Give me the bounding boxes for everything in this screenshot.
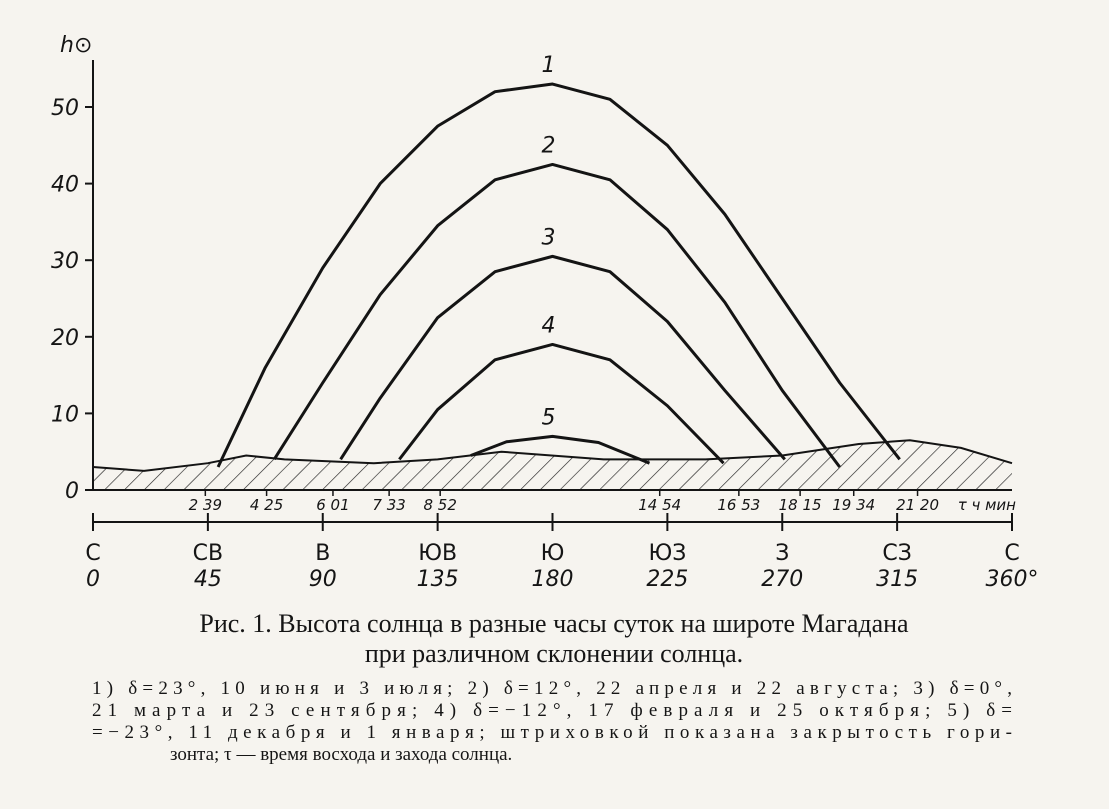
- curve-label: 3: [542, 225, 556, 250]
- curve-label: 4: [542, 313, 556, 338]
- curve: [216, 82, 901, 468]
- x-tick-label: 270: [761, 567, 803, 592]
- horizon-area: [93, 440, 1012, 490]
- y-tick-label: 10: [51, 402, 79, 427]
- time-label: 7 33: [372, 496, 405, 514]
- y-axis-label: h⊙: [60, 33, 92, 58]
- time-label: 14 54: [638, 496, 681, 514]
- curve: [272, 162, 841, 468]
- caption-title: при различном склонении солнца.: [365, 639, 743, 668]
- x-tick-direction: С: [85, 541, 100, 566]
- caption-note: 1) δ=23°, 10 июня и 3 июля; 2) δ=12°, 22…: [92, 678, 1012, 699]
- x-tick-label: 315: [876, 567, 918, 592]
- x-tick-label: 225: [646, 567, 688, 592]
- x-tick-direction: З: [775, 541, 789, 566]
- curve: [339, 254, 786, 461]
- time-label: 21 20: [896, 496, 939, 514]
- x-tick-direction: С: [1004, 541, 1019, 566]
- caption-note: 21 марта и 23 сентября; 4) δ=−12°, 17 фе…: [92, 700, 1012, 721]
- x-tick-label: 0: [86, 567, 100, 592]
- curve-label: 2: [542, 133, 556, 158]
- x-tick-label: 180: [532, 567, 574, 592]
- x-tick-direction: ЮВ: [418, 541, 457, 566]
- time-label: 19 34: [832, 496, 875, 514]
- x-tick-label: 360°: [986, 567, 1039, 592]
- x-tick-label: 135: [417, 567, 459, 592]
- curve-label: 1: [542, 53, 556, 78]
- curve-label: 5: [542, 405, 556, 430]
- y-tick-label: 40: [51, 173, 79, 198]
- x-tick-direction: СЗ: [882, 541, 911, 566]
- curve: [398, 342, 725, 465]
- time-label: 16 53: [717, 496, 760, 514]
- y-tick-label: 50: [51, 96, 79, 121]
- time-label: 2 39: [189, 496, 222, 514]
- time-unit: τ ч мин: [958, 496, 1016, 514]
- y-tick-label: 20: [51, 326, 79, 351]
- caption-note: зонта; τ — время восхода и захода солнца…: [170, 744, 512, 765]
- time-label: 18 15: [779, 496, 822, 514]
- caption-title: Рис. 1. Высота солнца в разные часы суто…: [199, 609, 909, 638]
- x-tick-label: 90: [309, 567, 337, 592]
- x-tick-direction: ЮЗ: [648, 541, 686, 566]
- time-label: 8 52: [423, 496, 456, 514]
- y-tick-label: 0: [65, 479, 79, 504]
- time-label: 4 25: [250, 496, 283, 514]
- x-tick-direction: В: [315, 541, 330, 566]
- x-tick-label: 45: [194, 567, 222, 592]
- x-tick-direction: СВ: [193, 541, 223, 566]
- time-label: 6 01: [316, 496, 349, 514]
- x-tick-direction: Ю: [541, 541, 565, 566]
- y-tick-label: 30: [51, 249, 79, 274]
- curve: [470, 434, 651, 465]
- caption-note: =−23°, 11 декабря и 1 января; штриховкой…: [92, 722, 1012, 743]
